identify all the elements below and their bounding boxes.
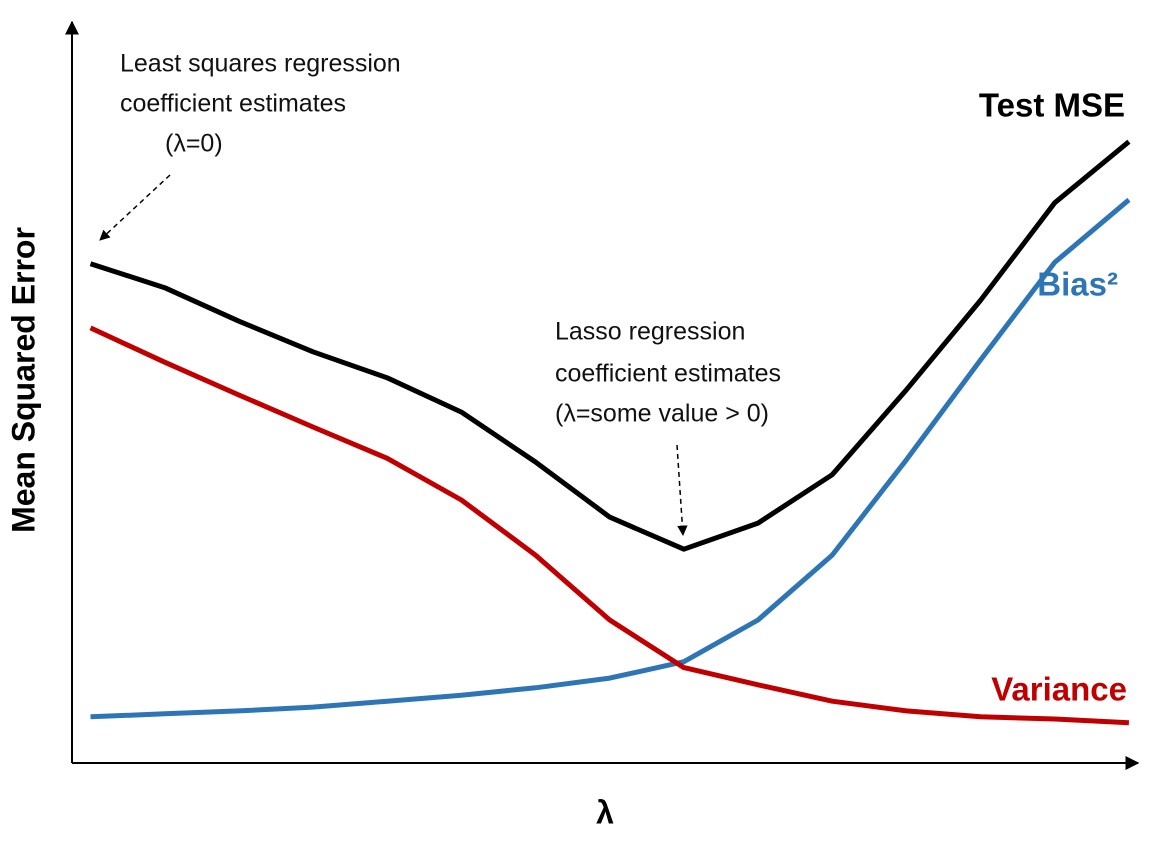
series-label: Variance <box>991 671 1127 708</box>
annotation: Lasso regression <box>555 318 745 346</box>
annotation: Least squares regression <box>120 50 401 78</box>
annotation-arrow <box>99 174 171 241</box>
series-label: Test MSE <box>979 87 1125 124</box>
x-axis-title: λ <box>596 794 614 830</box>
series-line <box>90 197 1131 720</box>
series-line <box>89 325 1130 726</box>
series-line <box>89 139 1131 552</box>
series-label: Bias² <box>1037 266 1118 303</box>
y-axis-title: Mean Squared Error <box>5 227 41 533</box>
annotation-arrow <box>676 444 688 537</box>
annotation: (λ=0) <box>165 130 223 158</box>
annotation: coefficient estimates <box>555 360 781 388</box>
annotation: (λ=some value > 0) <box>555 400 769 428</box>
annotation: coefficient estimates <box>120 90 346 118</box>
